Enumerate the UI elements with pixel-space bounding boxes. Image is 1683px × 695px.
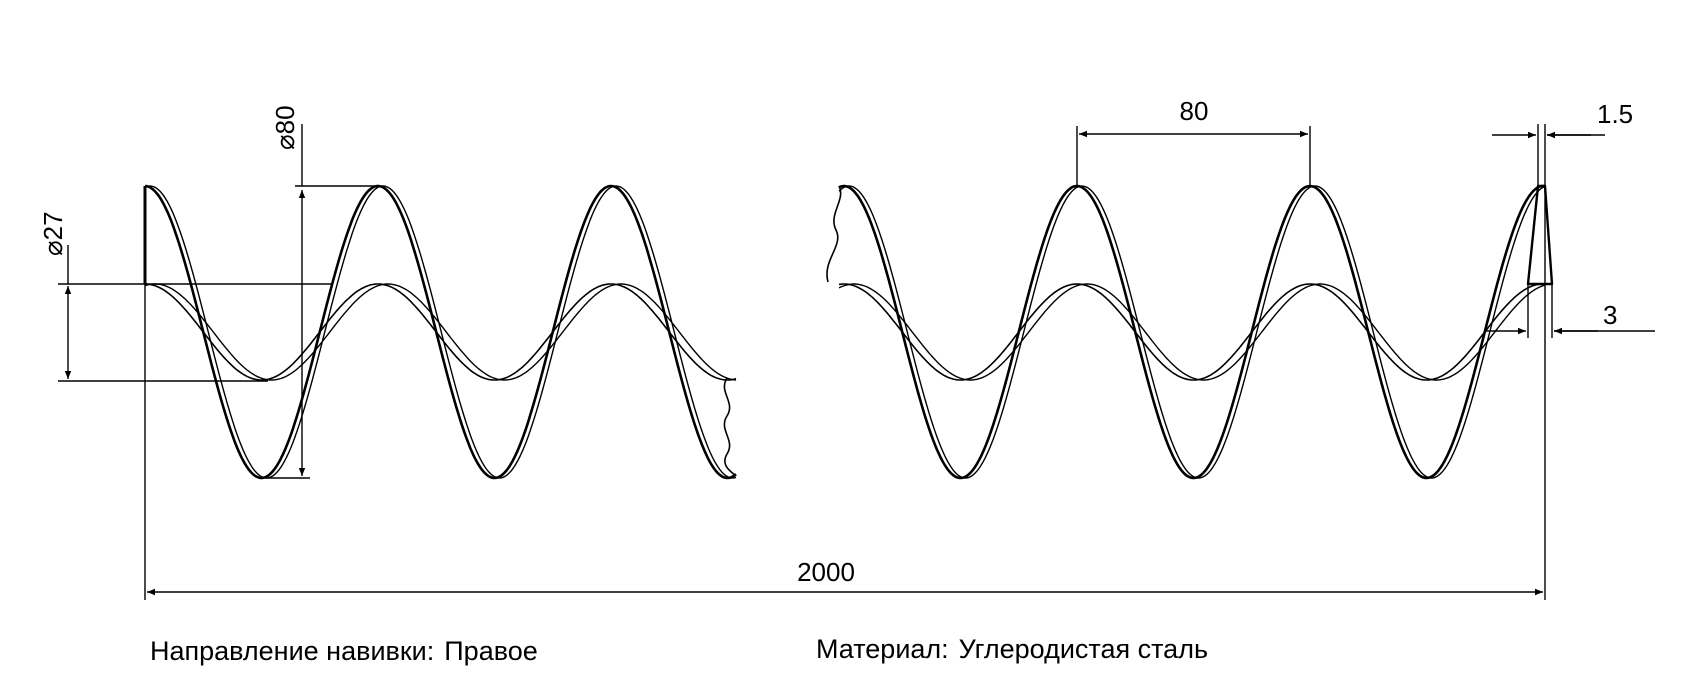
spiral-right-segment: [838, 184, 1546, 480]
outer-diameter-label: ⌀80: [270, 105, 300, 150]
base-thickness-label: 3: [1603, 300, 1617, 330]
material-note: Материал: Углеродистая сталь: [816, 634, 1208, 665]
pitch-dimension: [1076, 126, 1311, 186]
winding-direction-note: Направление навивки: Правое: [150, 636, 538, 667]
inner-helix-edge-back: [144, 283, 737, 381]
outer-helix-edge: [838, 184, 1546, 480]
material-value: Углеродистая сталь: [958, 634, 1209, 664]
outer-helix-edge: [144, 184, 737, 480]
inner-diameter-dimension: [58, 245, 332, 382]
outer-helix-edge-back: [838, 185, 1546, 479]
inner-diameter-label: ⌀27: [38, 211, 68, 256]
winding-direction-label: Направление навивки:: [150, 636, 435, 666]
spiral-left-segment: [144, 184, 737, 480]
edge-thickness-dimension: [1492, 124, 1605, 186]
total-length-dimension: [144, 186, 1546, 600]
winding-direction-value: Правое: [444, 636, 538, 666]
pitch-label: 80: [1180, 96, 1209, 126]
outer-helix-edge-back: [144, 185, 737, 479]
material-label: Материал:: [816, 634, 949, 664]
break-line-left: [723, 377, 737, 477]
inner-helix-edge: [144, 283, 737, 381]
inner-helix-edge: [838, 283, 1546, 381]
outer-diameter-dimension: [265, 124, 378, 479]
inner-helix-edge-back: [838, 283, 1546, 381]
total-length-label: 2000: [797, 557, 855, 587]
break-line-right: [826, 185, 842, 283]
edge-thickness-label: 1.5: [1597, 99, 1633, 129]
base-thickness-dimension: [1484, 284, 1655, 338]
